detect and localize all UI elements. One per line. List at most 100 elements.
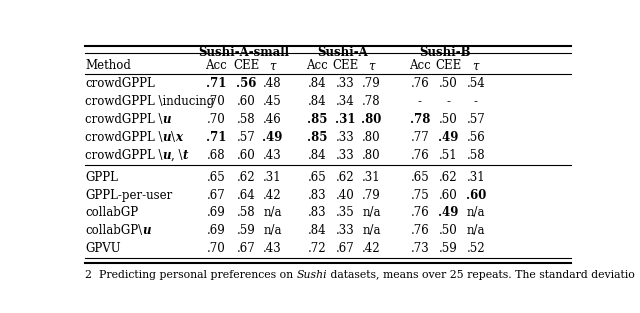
Text: .31: .31 [362,171,381,184]
Text: .76: .76 [410,149,429,162]
Text: τ: τ [369,59,375,72]
Text: .84: .84 [308,149,326,162]
Text: .85: .85 [307,113,327,126]
Text: .71: .71 [206,77,227,90]
Text: .51: .51 [438,149,458,162]
Text: .65: .65 [410,171,429,184]
Text: .56: .56 [236,77,257,90]
Text: -: - [474,95,478,108]
Text: -: - [446,95,450,108]
Text: .59: .59 [237,224,255,237]
Text: .49: .49 [262,131,283,144]
Text: τ: τ [472,59,479,72]
Text: -: - [418,95,422,108]
Text: .80: .80 [362,131,381,144]
Text: .83: .83 [308,189,326,202]
Text: Sushi-A-small: Sushi-A-small [198,46,289,59]
Text: .65: .65 [207,171,226,184]
Text: .33: .33 [336,131,355,144]
Text: Method: Method [85,59,131,72]
Text: x: x [175,131,182,144]
Text: collabGP\: collabGP\ [85,224,142,237]
Text: τ: τ [269,59,276,72]
Text: Sushi-A: Sushi-A [317,46,368,59]
Text: .31: .31 [467,171,485,184]
Text: Acc: Acc [409,59,431,72]
Text: Sushi: Sushi [296,270,327,280]
Text: u: u [163,149,171,162]
Text: .33: .33 [336,77,355,90]
Text: .80: .80 [362,149,381,162]
Text: .78: .78 [410,113,430,126]
Text: .68: .68 [207,149,226,162]
Text: t: t [182,149,188,162]
Text: .57: .57 [237,131,255,144]
Text: .67: .67 [207,189,226,202]
Text: .58: .58 [467,149,485,162]
Text: .59: .59 [438,242,458,255]
Text: crowdGPPL: crowdGPPL [85,77,155,90]
Text: .43: .43 [263,242,282,255]
Text: .65: .65 [308,171,326,184]
Text: .31: .31 [335,113,356,126]
Text: n/a: n/a [263,207,282,219]
Text: CEE: CEE [233,59,259,72]
Text: .64: .64 [237,189,255,202]
Text: .76: .76 [410,77,429,90]
Text: Acc: Acc [205,59,227,72]
Text: .54: .54 [467,77,485,90]
Text: 2  Predicting personal preferences on: 2 Predicting personal preferences on [85,270,296,280]
Text: .76: .76 [410,224,429,237]
Text: .42: .42 [362,242,381,255]
Text: .70: .70 [207,95,226,108]
Text: Sushi-B: Sushi-B [419,46,470,59]
Text: .67: .67 [336,242,355,255]
Text: .34: .34 [336,95,355,108]
Text: .62: .62 [237,171,255,184]
Text: .62: .62 [336,171,355,184]
Text: .43: .43 [263,149,282,162]
Text: .46: .46 [263,113,282,126]
Text: crowdGPPL \: crowdGPPL \ [85,131,163,144]
Text: n/a: n/a [362,207,381,219]
Text: u: u [163,131,171,144]
Text: .84: .84 [308,224,326,237]
Text: crowdGPPL \: crowdGPPL \ [85,113,163,126]
Text: .31: .31 [263,171,282,184]
Text: .49: .49 [438,207,458,219]
Text: u: u [142,224,150,237]
Text: n/a: n/a [467,224,485,237]
Text: .60: .60 [237,149,255,162]
Text: .85: .85 [307,131,327,144]
Text: .62: .62 [438,171,458,184]
Text: n/a: n/a [362,224,381,237]
Text: .57: .57 [467,113,485,126]
Text: u: u [163,113,171,126]
Text: GPPL-per-user: GPPL-per-user [85,189,172,202]
Text: crowdGPPL \: crowdGPPL \ [85,149,163,162]
Text: crowdGPPL \inducing: crowdGPPL \inducing [85,95,214,108]
Text: .56: .56 [467,131,485,144]
Text: .52: .52 [467,242,485,255]
Text: CEE: CEE [332,59,358,72]
Text: n/a: n/a [263,224,282,237]
Text: GPVU: GPVU [85,242,120,255]
Text: .84: .84 [308,95,326,108]
Text: .69: .69 [207,207,226,219]
Text: .76: .76 [410,207,429,219]
Text: .35: .35 [336,207,355,219]
Text: .78: .78 [362,95,381,108]
Text: .72: .72 [308,242,326,255]
Text: .60: .60 [237,95,255,108]
Text: .79: .79 [362,189,381,202]
Text: CEE: CEE [435,59,461,72]
Text: \: \ [171,131,175,144]
Text: .71: .71 [206,131,227,144]
Text: .50: .50 [438,77,458,90]
Text: .77: .77 [410,131,429,144]
Text: .79: .79 [362,77,381,90]
Text: .40: .40 [336,189,355,202]
Text: .67: .67 [237,242,255,255]
Text: collabGP: collabGP [85,207,138,219]
Text: .84: .84 [308,77,326,90]
